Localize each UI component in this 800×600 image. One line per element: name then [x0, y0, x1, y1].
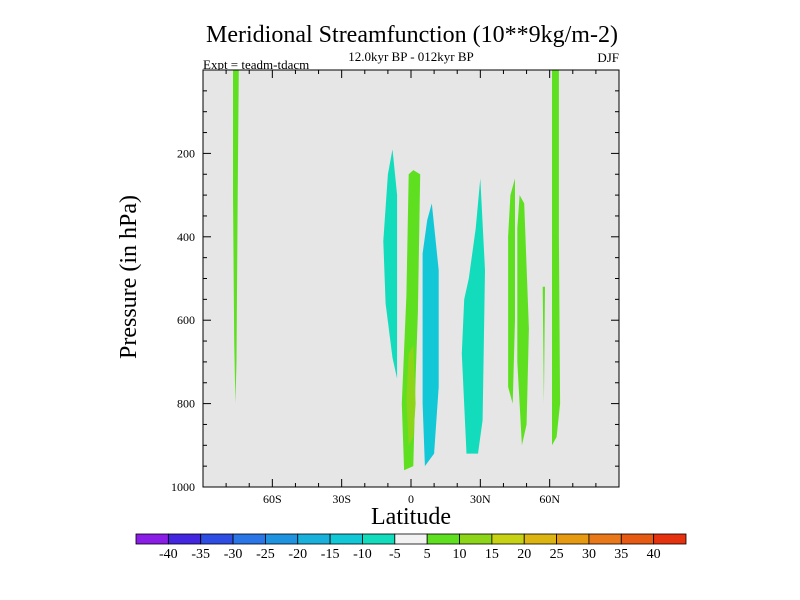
colorbar-label: 30 [582, 547, 596, 562]
x-tick-label: 60S [263, 492, 282, 506]
chart-title: Meridional Streamfunction (10**9kg/m-2) [206, 22, 618, 48]
chart-subtitle: 12.0kyr BP - 012kyr BP [348, 49, 474, 64]
season-label: DJF [597, 50, 619, 65]
colorbar-swatch [265, 533, 299, 545]
colorbar-label: 25 [550, 547, 564, 562]
x-tick-label: 0 [408, 492, 414, 506]
x-axis-label: Latitude [371, 504, 451, 530]
colorbar-label: 15 [485, 547, 499, 562]
colorbar-swatch [523, 533, 557, 545]
contour-region-2 [383, 149, 398, 379]
x-tick-label: 30S [332, 492, 351, 506]
y-tick-label: 800 [177, 397, 195, 411]
contour-regions [233, 70, 561, 471]
colorbar: -40 -35 -30 -25 -20 -15 -10 -5 5 10 15 20 25 30 35 40 [135, 533, 687, 562]
contour-region-9 [542, 286, 545, 404]
contour-region-4 [406, 345, 416, 446]
x-tick-label: 60N [539, 492, 560, 506]
colorbar-swatch [653, 533, 687, 545]
colorbar-swatch [556, 533, 590, 545]
contour-region-10 [552, 70, 561, 446]
contour-region-8 [517, 195, 529, 446]
colorbar-swatch [135, 533, 169, 545]
y-tick-label: 600 [177, 313, 195, 327]
colorbar-swatch [232, 533, 266, 545]
colorbar-label: -25 [256, 547, 275, 562]
colorbar-label: 10 [453, 547, 467, 562]
colorbar-label: 5 [424, 547, 431, 562]
colorbar-swatch [167, 533, 202, 545]
axis-ticks: 60S 30S 0 30N 60N 200 400 600 800 1000 [171, 70, 619, 506]
colorbar-swatch [459, 533, 493, 545]
colorbar-swatch [297, 533, 331, 545]
x-tick-label: 30N [470, 492, 491, 506]
y-tick-label: 200 [177, 146, 195, 160]
colorbar-label: -40 [159, 547, 178, 562]
colorbar-label: -30 [224, 547, 243, 562]
colorbar-label: 20 [517, 547, 531, 562]
colorbar-label: -5 [389, 547, 401, 562]
y-axis-label: Pressure (in hPa) [116, 195, 142, 359]
colorbar-label: -35 [191, 547, 210, 562]
colorbar-label: -15 [321, 547, 340, 562]
colorbar-swatch [491, 533, 525, 545]
colorbar-label: -10 [353, 547, 372, 562]
experiment-label: Expt = teadm-tdacm [203, 57, 309, 72]
y-tick-label: 1000 [171, 480, 195, 494]
contour-region-1 [233, 70, 239, 404]
contour-region-7 [508, 178, 515, 404]
colorbar-swatch [588, 533, 622, 545]
colorbar-label: -20 [288, 547, 307, 562]
colorbar-swatch [362, 533, 396, 545]
contour-region-3 [401, 170, 421, 471]
colorbar-label: 40 [647, 547, 661, 562]
colorbar-swatch [426, 533, 460, 545]
colorbar-label: 35 [614, 547, 628, 562]
contour-region-5 [422, 203, 439, 467]
colorbar-swatch [329, 533, 363, 545]
y-tick-label: 400 [177, 230, 195, 244]
colorbar-swatch [620, 533, 655, 545]
colorbar-swatch [200, 533, 234, 545]
contour-region-6 [461, 178, 485, 454]
colorbar-swatch [394, 533, 428, 545]
